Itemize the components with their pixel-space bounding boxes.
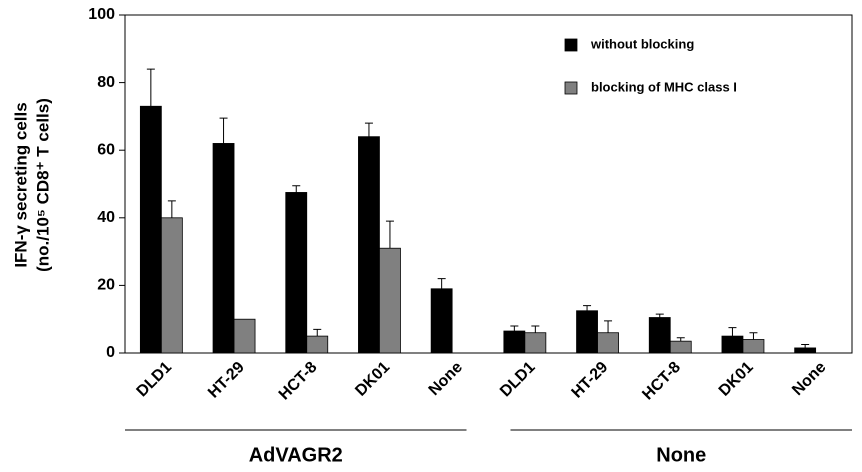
error-bar xyxy=(604,320,613,333)
bar xyxy=(212,143,235,354)
x-tick-label: None xyxy=(426,359,466,399)
y-tick-label: 80 xyxy=(97,74,115,91)
y-axis-label: IFN-γ secreting cells xyxy=(11,102,30,267)
x-tick-label: DK01 xyxy=(352,359,393,400)
x-tick-label: DLD1 xyxy=(134,359,176,401)
error-bar xyxy=(583,305,592,311)
error-bar xyxy=(146,68,155,107)
bar xyxy=(648,317,671,354)
legend-label: without blocking xyxy=(590,36,694,51)
x-tick-label: DK01 xyxy=(716,359,757,400)
bar xyxy=(742,339,765,354)
bar xyxy=(721,335,744,354)
error-bar xyxy=(655,313,664,318)
bar xyxy=(160,217,183,354)
bar xyxy=(430,288,453,354)
error-bar xyxy=(676,337,685,342)
bar xyxy=(794,347,817,354)
error-bar xyxy=(167,200,176,218)
legend-label: blocking of MHC class I xyxy=(591,79,737,94)
y-axis-label: (no./10⁵ CD8⁺ T cells) xyxy=(33,98,52,272)
x-tick-label: HCT-8 xyxy=(276,359,321,404)
error-bar xyxy=(510,325,519,332)
error-bar xyxy=(385,220,394,249)
x-tick-label: HCT-8 xyxy=(639,359,684,404)
error-bar xyxy=(749,332,758,340)
y-tick-label: 20 xyxy=(97,277,115,294)
y-tick-label: 60 xyxy=(97,141,115,158)
plot-frame xyxy=(124,14,853,354)
bar xyxy=(524,332,547,354)
bar xyxy=(503,330,526,354)
bar xyxy=(358,136,380,354)
error-bar xyxy=(364,122,373,137)
legend-swatch xyxy=(564,81,578,95)
bar xyxy=(379,247,401,354)
y-tick-label: 100 xyxy=(88,6,115,23)
bar xyxy=(306,335,329,354)
error-bar xyxy=(219,117,228,144)
error-bar xyxy=(313,328,322,337)
y-tick-label: 40 xyxy=(97,209,115,226)
x-tick-label: HT-29 xyxy=(205,359,248,402)
bar xyxy=(576,310,598,354)
bar xyxy=(285,192,308,354)
x-tick-label: HT-29 xyxy=(569,359,612,402)
x-tick-label: DLD1 xyxy=(497,359,539,401)
bar xyxy=(597,332,619,354)
bar xyxy=(233,318,256,354)
bar xyxy=(139,105,162,354)
bar xyxy=(669,340,692,354)
group-label: None xyxy=(656,444,706,466)
error-bar xyxy=(801,344,810,348)
x-tick-label: None xyxy=(789,359,829,399)
group-label: AdVAGR2 xyxy=(249,444,343,466)
error-bar xyxy=(531,325,540,333)
y-tick-label: 0 xyxy=(106,344,115,361)
error-bar xyxy=(437,278,446,289)
legend-swatch xyxy=(564,38,578,52)
error-bar xyxy=(292,185,301,193)
error-bar xyxy=(728,327,737,337)
